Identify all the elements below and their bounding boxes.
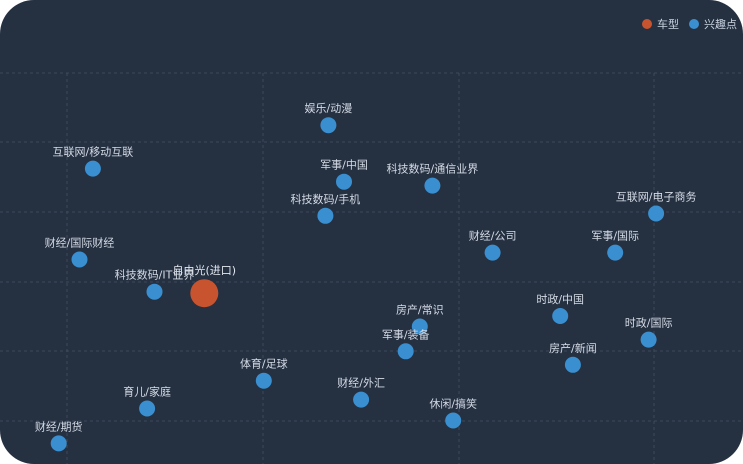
interest-point[interactable]: [320, 117, 337, 134]
interest-point[interactable]: [397, 343, 414, 360]
interest-point-label: 互联网/移动互联: [53, 146, 134, 159]
interest-point-label: 时政/中国: [536, 292, 584, 306]
interest-point[interactable]: [317, 207, 334, 224]
interest-point[interactable]: [445, 412, 462, 429]
interest-point-label: 科技数码/通信业界: [387, 162, 479, 176]
interest-point[interactable]: [84, 160, 101, 177]
interest-point-label: 房产/新闻: [549, 341, 597, 355]
grid-lines: [0, 72, 743, 464]
interest-point[interactable]: [71, 251, 88, 268]
interest-point-label: 休闲/搞笑: [429, 397, 477, 411]
interest-point-label: 财经/国际财经: [45, 236, 115, 250]
interest-point-label: 房产/常识: [396, 303, 444, 317]
interest-point-label: 军事/国际: [591, 230, 639, 243]
interest-point-label: 军事/中国: [320, 159, 368, 172]
interest-point-label: 军事/装备: [382, 327, 430, 341]
legend-item-interest-point[interactable]: 兴趣点: [689, 16, 737, 32]
interest-point-label: 财经/期货: [35, 419, 83, 433]
interest-point[interactable]: [424, 177, 441, 194]
interest-point[interactable]: [411, 318, 428, 335]
legend-item-car-model[interactable]: 车型: [642, 16, 679, 32]
car-model-point-label: 自由光(进口): [173, 263, 237, 277]
interest-point[interactable]: [50, 435, 67, 452]
interest-point-label: 娱乐/动漫: [305, 101, 353, 115]
interest-point[interactable]: [139, 400, 156, 417]
interest-point[interactable]: [353, 391, 370, 408]
interest-point-label: 科技数码/手机: [291, 192, 361, 206]
interest-point[interactable]: [336, 173, 352, 190]
interest-point[interactable]: [648, 205, 665, 222]
interest-point[interactable]: [564, 356, 581, 373]
interest-point[interactable]: [640, 331, 657, 348]
interest-point-label: 科技数码/IT业界: [115, 268, 195, 282]
interest-point[interactable]: [146, 283, 163, 300]
interest-point[interactable]: [484, 244, 501, 261]
interest-point[interactable]: [255, 372, 272, 389]
interest-point-label: 育儿/家庭: [123, 385, 171, 399]
interest-point-label: 体育/足球: [240, 357, 288, 371]
legend-dot-interest-point: [689, 19, 699, 29]
legend-label-car-model: 车型: [657, 18, 679, 31]
interest-point-label: 时政/国际: [625, 316, 673, 330]
interest-point-label: 财经/外汇: [337, 376, 385, 390]
interest-point-label: 财经/公司: [469, 229, 517, 243]
legend: 车型 兴趣点: [642, 16, 737, 32]
legend-label-interest-point: 兴趣点: [704, 18, 737, 31]
interest-point[interactable]: [552, 308, 569, 324]
interest-point[interactable]: [607, 244, 624, 261]
legend-dot-car-model: [642, 19, 652, 29]
interest-point-label: 互联网/电子商务: [616, 190, 697, 204]
car-model-point[interactable]: [190, 279, 219, 308]
